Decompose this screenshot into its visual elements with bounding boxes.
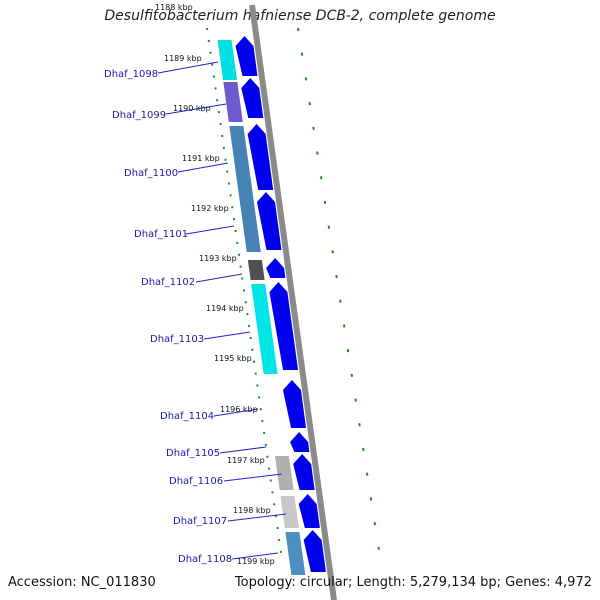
gene-label[interactable]: Dhaf_1105 — [166, 448, 220, 459]
genome-backbone — [249, 4, 337, 600]
tick-label: 1195 kbp — [214, 354, 252, 363]
cog-feature-block[interactable] — [274, 456, 294, 490]
cds-track — [235, 36, 326, 572]
gene-label[interactable]: Dhaf_1107 — [173, 516, 227, 527]
cds-arrow[interactable] — [241, 78, 264, 118]
map-title: Desulfitobacterium hafniense DCB-2, comp… — [104, 8, 496, 24]
cds-arrow[interactable] — [235, 36, 258, 76]
cog-feature-block[interactable] — [223, 82, 243, 122]
gene-labels: Dhaf_1098 Dhaf_1099 Dhaf_1100 Dhaf_1101 … — [104, 69, 232, 565]
cds-arrow[interactable] — [293, 454, 315, 490]
cds-arrow[interactable] — [247, 124, 274, 190]
gene-label[interactable]: Dhaf_1098 — [104, 69, 158, 80]
tick-label: 1196 kbp — [220, 405, 258, 414]
tick-label: 1190 kbp — [173, 104, 211, 113]
cog-feature-block[interactable] — [229, 126, 261, 252]
cds-arrow[interactable] — [298, 494, 320, 528]
cog-feature-track — [217, 40, 306, 575]
gene-label[interactable]: Dhaf_1104 — [160, 411, 214, 422]
gene-label[interactable]: Dhaf_1100 — [124, 168, 178, 179]
tick-label: 1194 kbp — [206, 304, 244, 313]
gene-label[interactable]: Dhaf_1103 — [150, 334, 204, 345]
tick-label: 1192 kbp — [191, 204, 229, 213]
tick-label: 1191 kbp — [182, 154, 220, 163]
tick-label: 1189 kbp — [164, 54, 202, 63]
gene-label[interactable]: Dhaf_1108 — [178, 554, 232, 565]
gene-label[interactable]: Dhaf_1099 — [112, 110, 166, 121]
gene-label[interactable]: Dhaf_1106 — [169, 476, 223, 487]
cog-feature-block[interactable] — [217, 40, 238, 80]
tick-label: 1197 kbp — [227, 456, 265, 465]
cds-arrow[interactable] — [266, 258, 286, 278]
cds-arrow[interactable] — [256, 192, 282, 250]
genome-summary-text: Topology: circular; Length: 5,279,134 bp… — [234, 575, 592, 590]
cds-arrow[interactable] — [303, 530, 326, 572]
accession-text: Accession: NC_011830 — [8, 575, 156, 590]
tick-labels: 1188 kbp 1189 kbp 1190 kbp 1191 kbp 1192… — [155, 3, 275, 566]
tick-label: 1199 kbp — [237, 557, 275, 566]
gene-label[interactable]: Dhaf_1101 — [134, 229, 188, 240]
gene-label[interactable]: Dhaf_1102 — [141, 277, 195, 288]
tick-label: 1188 kbp — [155, 3, 193, 12]
cog-feature-block[interactable] — [251, 284, 278, 374]
tick-label: 1198 kbp — [233, 506, 271, 515]
cog-feature-block[interactable] — [247, 260, 265, 280]
tick-label: 1193 kbp — [199, 254, 237, 263]
cog-feature-block[interactable] — [280, 496, 299, 528]
cds-arrow[interactable] — [269, 282, 299, 370]
cog-feature-block[interactable] — [285, 532, 306, 575]
gene-leader-lines — [157, 61, 287, 560]
cds-arrow[interactable] — [282, 380, 307, 428]
cds-arrow[interactable] — [290, 432, 310, 452]
